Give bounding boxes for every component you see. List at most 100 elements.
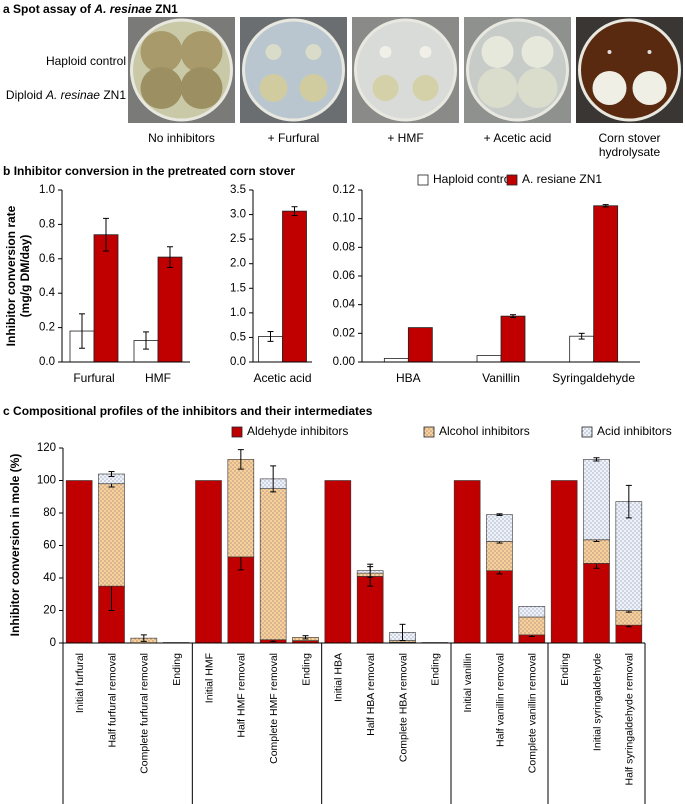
x-tick-label: Half HMF removal <box>236 653 248 738</box>
panel-letter: b <box>3 164 10 178</box>
colony <box>521 36 554 68</box>
bar-segment <box>486 514 513 542</box>
y-tick-label: 80 <box>43 507 56 519</box>
panel-c-title: c Compositional profiles of the inhibito… <box>3 404 373 418</box>
row-part: ZN1 <box>103 88 126 102</box>
row-part: A. resinae <box>45 88 100 102</box>
bar-segment <box>615 610 643 626</box>
error-bar <box>108 471 115 477</box>
x-tick-label: Initial HMF <box>203 653 215 703</box>
panel-b-title: b Inhibitor conversion in the pretreated… <box>3 164 295 178</box>
x-tick-label: Initial furfural <box>74 653 86 713</box>
x-tick-label: Half furfural removal <box>106 653 118 748</box>
error-bar <box>270 465 277 493</box>
error-bar <box>291 206 298 217</box>
petri-dish <box>354 18 457 122</box>
panel-a-title: a Spot assay of A. resinae ZN1 <box>3 2 178 16</box>
bar <box>157 256 183 363</box>
error-bar <box>79 313 85 349</box>
colony <box>140 67 183 109</box>
colony <box>481 36 514 68</box>
x-tick-label: Vanillin <box>482 371 520 385</box>
title-part: Compositional profiles of the inhibitors… <box>13 404 373 418</box>
y-tick-label: 0.6 <box>39 253 55 265</box>
legend-label: Alcohol inhibitors <box>439 424 530 438</box>
y-tick-label: 0.06 <box>333 270 355 282</box>
plate-label: No inhibitors <box>148 131 215 145</box>
colony <box>607 50 612 54</box>
colony <box>299 74 328 102</box>
bar-segment <box>227 459 255 558</box>
legend-label: Aldehyde inhibitors <box>247 424 348 438</box>
legend-label: Haploid control <box>433 172 513 186</box>
error-bar <box>510 314 516 319</box>
petri-dish <box>466 18 569 122</box>
y-tick-label: 2.0 <box>230 258 246 270</box>
error-bar <box>602 204 609 208</box>
error-bar <box>140 634 147 642</box>
bar-segment <box>356 576 384 644</box>
colony <box>647 50 652 54</box>
x-tick-label: Acetic acid <box>253 371 311 385</box>
legend-swatch <box>417 174 429 186</box>
bar-segment <box>583 563 610 644</box>
bar-segment <box>486 541 513 571</box>
bar-segment <box>518 616 546 636</box>
y-tick-label: 0.02 <box>333 327 355 339</box>
title-part: Spot assay of <box>13 2 92 16</box>
bar-segment <box>195 480 222 644</box>
error-bar <box>267 331 274 342</box>
petri-dish <box>578 18 681 122</box>
colony <box>372 75 399 101</box>
y-tick-label: 0.5 <box>230 331 246 343</box>
x-tick-label: Complete furfural removal <box>139 653 151 774</box>
y-tick-label: 1.5 <box>230 282 246 294</box>
colony <box>379 46 392 58</box>
plate-label: + HMF <box>387 131 424 145</box>
colony <box>305 44 322 60</box>
bar-segment <box>259 488 287 641</box>
x-tick-label: HMF <box>145 371 171 385</box>
bar <box>282 210 307 363</box>
legend-label: Acid inhibitors <box>597 424 672 438</box>
colony <box>592 71 627 105</box>
bar <box>569 335 595 363</box>
error-bar <box>167 246 173 268</box>
bar-segment <box>98 483 125 587</box>
x-tick-label: Furfural <box>73 371 114 385</box>
bar-segment <box>324 480 352 644</box>
plate-label: Corn stover hydrolysate <box>598 131 661 159</box>
y-axis-label: Inhibitor conversion in mole (%) <box>8 454 22 637</box>
plate-label-box: Corn stover hydrolysate <box>598 131 661 159</box>
y-tick-label: 0.4 <box>39 287 56 299</box>
error-bar <box>593 457 600 462</box>
colony <box>477 68 518 108</box>
row-part: Diploid <box>6 88 43 102</box>
bar-segment <box>453 480 481 644</box>
bar-segment <box>615 624 643 644</box>
legend-label: A. resiane ZN1 <box>522 172 602 186</box>
x-tick-label: Initial vanillin <box>462 653 474 713</box>
bar <box>476 355 502 363</box>
bar-segment <box>65 480 93 644</box>
y-tick-label: 60 <box>43 540 56 552</box>
bar-segment <box>227 556 255 644</box>
y-tick-label: 2.5 <box>230 233 246 245</box>
colony <box>412 75 439 101</box>
error-bar <box>302 635 309 640</box>
colony <box>265 44 282 60</box>
error-bar <box>103 217 109 252</box>
row-label: Diploid A. resinae ZN1 <box>6 88 126 102</box>
error-bar <box>578 332 585 340</box>
x-tick-label: Syringaldehyde <box>552 371 635 385</box>
title-part: A. resinae <box>93 2 152 16</box>
bar <box>93 234 119 363</box>
bar-segment <box>486 570 513 644</box>
y-tick-label: 0.04 <box>333 299 356 311</box>
x-tick-label: Initial HBA <box>333 653 345 702</box>
error-bar <box>399 623 406 642</box>
colony <box>517 68 558 108</box>
legend-swatch <box>423 426 435 438</box>
